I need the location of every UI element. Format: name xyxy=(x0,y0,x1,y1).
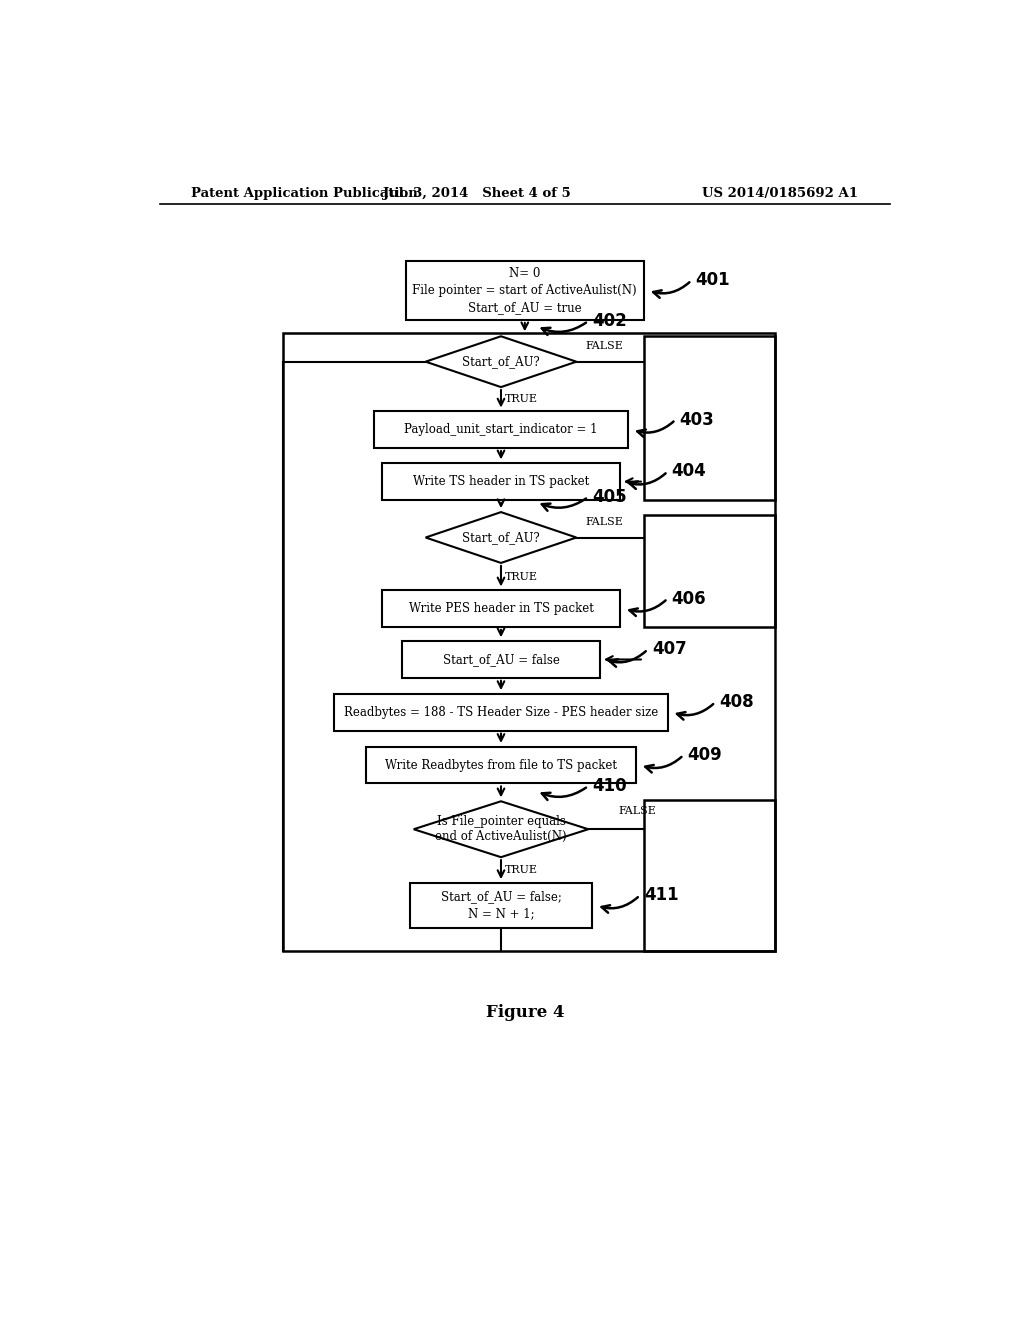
Text: 410: 410 xyxy=(592,777,627,795)
Text: Readbytes = 188 - TS Header Size - PES header size: Readbytes = 188 - TS Header Size - PES h… xyxy=(344,706,658,719)
Text: Start_of_AU?: Start_of_AU? xyxy=(462,355,540,368)
FancyBboxPatch shape xyxy=(366,747,636,784)
Text: 409: 409 xyxy=(687,746,722,764)
FancyBboxPatch shape xyxy=(374,412,628,447)
FancyBboxPatch shape xyxy=(382,463,620,500)
Text: 403: 403 xyxy=(680,411,715,429)
Text: 411: 411 xyxy=(644,886,679,904)
Text: TRUE: TRUE xyxy=(505,865,538,875)
Text: Jul. 3, 2014   Sheet 4 of 5: Jul. 3, 2014 Sheet 4 of 5 xyxy=(383,187,571,201)
Text: FALSE: FALSE xyxy=(585,517,623,527)
Text: Start_of_AU = false;
N = N + 1;: Start_of_AU = false; N = N + 1; xyxy=(440,891,561,920)
Text: FALSE: FALSE xyxy=(585,342,623,351)
FancyBboxPatch shape xyxy=(334,694,668,731)
Text: Patent Application Publication: Patent Application Publication xyxy=(191,187,418,201)
Text: Payload_unit_start_indicator = 1: Payload_unit_start_indicator = 1 xyxy=(404,424,598,437)
Text: TRUE: TRUE xyxy=(505,395,538,404)
Text: Figure 4: Figure 4 xyxy=(485,1003,564,1020)
Text: 406: 406 xyxy=(672,590,707,607)
Text: 401: 401 xyxy=(695,272,730,289)
Text: Write TS header in TS packet: Write TS header in TS packet xyxy=(413,475,589,488)
Text: Start_of_AU?: Start_of_AU? xyxy=(462,531,540,544)
Text: Start_of_AU = false: Start_of_AU = false xyxy=(442,653,559,667)
Text: 408: 408 xyxy=(719,693,754,711)
Text: US 2014/0185692 A1: US 2014/0185692 A1 xyxy=(702,187,858,201)
Text: FALSE: FALSE xyxy=(618,807,656,816)
FancyBboxPatch shape xyxy=(382,590,620,627)
Text: 405: 405 xyxy=(592,488,627,506)
Polygon shape xyxy=(414,801,588,857)
Text: Is File_pointer equals
end of ActiveAulist(N): Is File_pointer equals end of ActiveAuli… xyxy=(435,816,567,843)
FancyBboxPatch shape xyxy=(401,642,600,677)
Text: 404: 404 xyxy=(672,462,707,480)
Polygon shape xyxy=(426,337,577,387)
Text: Write PES header in TS packet: Write PES header in TS packet xyxy=(409,602,594,615)
Text: 407: 407 xyxy=(652,640,686,659)
Text: N= 0
File pointer = start of ActiveAulist(N)
Start_of_AU = true: N= 0 File pointer = start of ActiveAulis… xyxy=(413,267,637,314)
FancyBboxPatch shape xyxy=(410,883,592,928)
Text: 402: 402 xyxy=(592,312,627,330)
Text: TRUE: TRUE xyxy=(505,572,538,582)
Text: Write Readbytes from file to TS packet: Write Readbytes from file to TS packet xyxy=(385,759,617,772)
FancyBboxPatch shape xyxy=(406,261,644,319)
Polygon shape xyxy=(426,512,577,562)
